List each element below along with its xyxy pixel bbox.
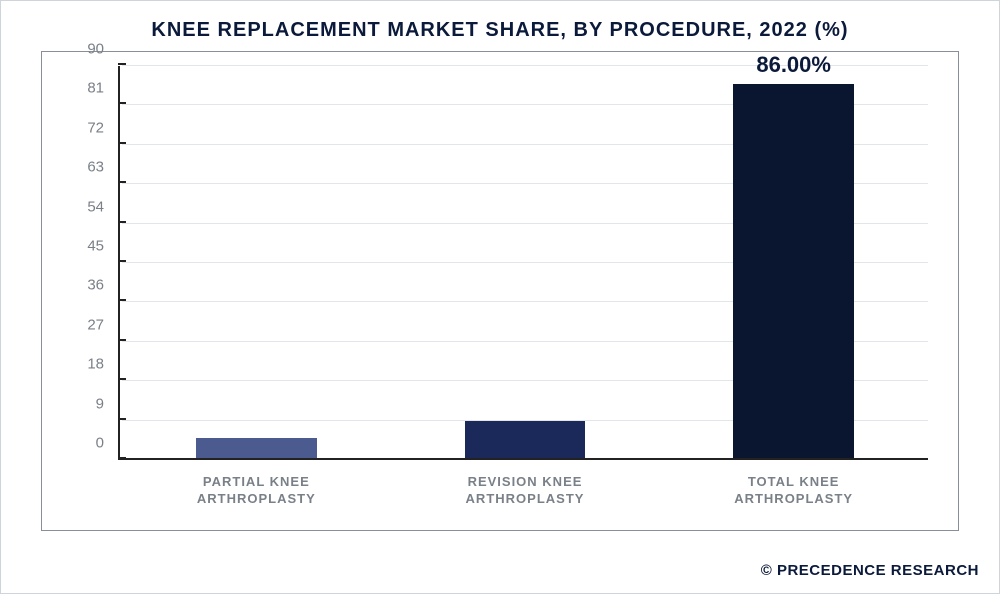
bar — [465, 421, 586, 460]
category-label: REVISION KNEEARTHROPLASTY — [425, 460, 625, 508]
y-tick-mark — [118, 260, 126, 262]
y-tick-label: 63 — [64, 159, 122, 176]
plot-frame: 09182736455463728190PARTIAL KNEEARTHROPL… — [41, 51, 959, 531]
y-tick-mark — [118, 418, 126, 420]
y-tick-label: 36 — [64, 277, 122, 294]
bar — [733, 84, 854, 460]
y-tick-label: 72 — [64, 119, 122, 136]
chart-title: KNEE REPLACEMENT MARKET SHARE, BY PROCED… — [1, 1, 999, 46]
bar — [196, 438, 317, 460]
y-tick-mark — [118, 142, 126, 144]
y-tick-label: 18 — [64, 356, 122, 373]
category-label: TOTAL KNEEARTHROPLASTY — [694, 460, 894, 508]
y-tick-label: 9 — [64, 395, 122, 412]
y-tick-label: 45 — [64, 238, 122, 255]
chart-container: KNEE REPLACEMENT MARKET SHARE, BY PROCED… — [0, 0, 1000, 594]
y-tick-label: 27 — [64, 316, 122, 333]
x-axis — [118, 458, 928, 460]
y-tick-mark — [118, 63, 126, 65]
value-label: 86.00% — [756, 52, 831, 78]
y-tick-label: 54 — [64, 198, 122, 215]
y-tick-mark — [118, 181, 126, 183]
y-tick-mark — [118, 299, 126, 301]
credit-text: © PRECEDENCE RESEARCH — [761, 562, 979, 579]
category-label: PARTIAL KNEEARTHROPLASTY — [156, 460, 356, 508]
y-tick-label: 0 — [64, 435, 122, 452]
y-tick-mark — [118, 221, 126, 223]
y-tick-label: 90 — [64, 41, 122, 58]
y-tick-mark — [118, 102, 126, 104]
y-tick-mark — [118, 339, 126, 341]
y-tick-label: 81 — [64, 80, 122, 97]
y-tick-mark — [118, 378, 126, 380]
plot-area: 09182736455463728190PARTIAL KNEEARTHROPL… — [122, 66, 928, 460]
